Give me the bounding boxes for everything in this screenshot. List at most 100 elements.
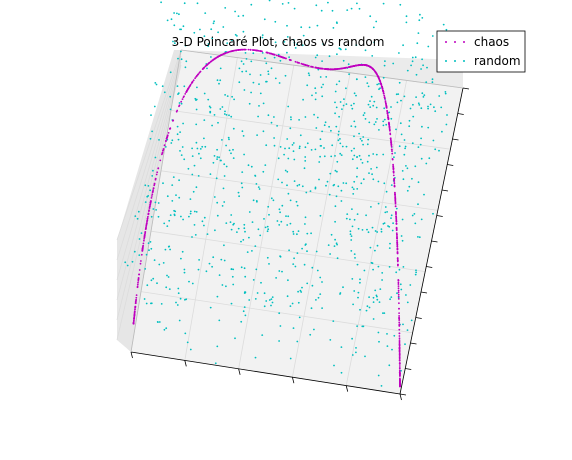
random-point	[180, 29, 182, 31]
random-point	[334, 112, 336, 114]
random-point	[241, 182, 243, 184]
random-point	[265, 144, 267, 146]
legend-dot-random	[463, 60, 465, 62]
chaos-point	[395, 215, 397, 217]
random-point	[445, 91, 447, 93]
chaos-point	[190, 84, 192, 86]
random-point	[141, 232, 143, 234]
random-point	[224, 111, 226, 113]
random-point	[144, 184, 146, 186]
random-point	[245, 70, 247, 72]
random-point	[361, 326, 363, 328]
random-point	[275, 277, 277, 279]
chaos-point	[267, 52, 269, 54]
random-point	[304, 223, 306, 225]
random-point	[294, 8, 296, 10]
chaos-point	[324, 68, 326, 70]
random-point	[250, 92, 252, 94]
random-point	[376, 107, 378, 109]
random-point	[243, 31, 245, 33]
random-point	[335, 126, 337, 128]
chaos-point	[369, 66, 371, 68]
random-point	[372, 269, 374, 271]
random-point	[371, 96, 373, 98]
random-point	[324, 155, 326, 157]
random-point	[263, 130, 265, 132]
random-point	[395, 129, 397, 131]
legend-dot-random	[454, 60, 456, 62]
random-point	[260, 282, 262, 284]
random-point	[244, 89, 246, 91]
random-point	[252, 52, 254, 54]
chaos-point	[147, 216, 149, 218]
random-point	[411, 320, 413, 322]
random-point	[351, 278, 353, 280]
random-point	[381, 231, 383, 233]
random-point	[323, 147, 325, 149]
chaos-point	[351, 66, 353, 68]
random-point	[378, 129, 380, 131]
random-point	[264, 57, 266, 59]
chaos-point	[398, 312, 400, 314]
random-point	[311, 149, 313, 151]
random-point	[219, 108, 221, 110]
random-point	[427, 106, 429, 108]
random-point	[214, 114, 216, 116]
chaos-point	[399, 368, 401, 370]
random-point	[399, 145, 401, 147]
random-point	[198, 153, 200, 155]
random-point	[343, 60, 345, 62]
random-point	[341, 346, 343, 348]
random-point	[273, 199, 275, 201]
random-point	[378, 332, 380, 334]
random-point	[351, 108, 353, 110]
random-point	[240, 241, 242, 243]
chaos-point	[159, 160, 161, 162]
random-point	[243, 154, 245, 156]
random-point	[242, 130, 244, 132]
chaos-point	[399, 333, 401, 335]
random-point	[309, 334, 311, 336]
random-point	[416, 42, 418, 44]
random-point	[416, 74, 418, 76]
chaos-point	[364, 64, 366, 66]
random-point	[305, 192, 307, 194]
random-point	[304, 264, 306, 266]
random-point	[200, 148, 202, 150]
chaos-point	[331, 68, 333, 70]
random-point	[441, 131, 443, 133]
random-point	[324, 124, 326, 126]
random-point	[338, 80, 340, 82]
chaos-point	[156, 174, 158, 176]
chaos-point	[399, 335, 401, 337]
chaos-point	[142, 246, 144, 248]
random-point	[371, 262, 373, 264]
random-point	[405, 146, 407, 148]
random-point	[321, 60, 323, 62]
random-point	[304, 156, 306, 158]
random-point	[299, 147, 301, 149]
random-point	[204, 12, 206, 14]
random-point	[268, 214, 270, 216]
random-point	[146, 284, 148, 286]
random-point	[241, 171, 243, 173]
chaos-point	[387, 116, 389, 118]
random-point	[307, 142, 309, 144]
random-point	[304, 167, 306, 169]
chaos-point	[240, 49, 242, 51]
random-point	[360, 159, 362, 161]
random-point	[434, 110, 436, 112]
random-point	[238, 81, 240, 83]
random-point	[354, 92, 356, 94]
chaos-point	[136, 294, 138, 296]
random-point	[158, 264, 160, 266]
random-point	[222, 205, 224, 207]
random-point	[359, 282, 361, 284]
random-point	[328, 126, 330, 128]
random-point	[373, 27, 375, 29]
random-point	[433, 140, 435, 142]
random-point	[391, 214, 393, 216]
random-point	[191, 174, 193, 176]
chaos-point	[234, 50, 236, 52]
random-point	[369, 100, 371, 102]
